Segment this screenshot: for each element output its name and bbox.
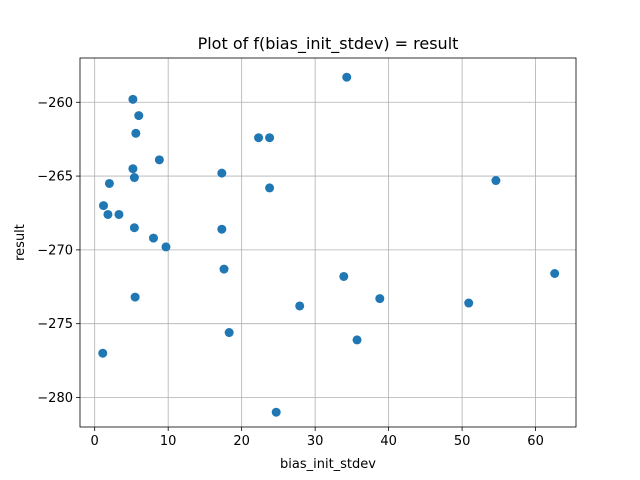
scatter-point xyxy=(342,72,352,82)
x-tick-label: 20 xyxy=(233,434,250,449)
scatter-point xyxy=(148,233,158,243)
x-tick-label: 60 xyxy=(527,434,544,449)
scatter-point xyxy=(295,301,305,311)
scatter-point xyxy=(114,209,124,219)
scatter-point xyxy=(254,133,264,143)
scatter-point xyxy=(134,111,144,121)
scatter-point xyxy=(550,268,560,278)
y-tick-label: −280 xyxy=(37,391,73,406)
scatter-point xyxy=(128,94,138,104)
scatter-point xyxy=(352,335,362,345)
scatter-point xyxy=(103,209,113,219)
x-tick-label: 30 xyxy=(307,434,324,449)
scatter-point xyxy=(224,328,234,338)
scatter-point xyxy=(491,176,501,186)
x-tick-label: 50 xyxy=(454,434,471,449)
scatter-point xyxy=(104,178,114,188)
data-points xyxy=(98,72,560,417)
scatter-point xyxy=(339,271,349,281)
scatter-point xyxy=(128,164,138,174)
scatter-point xyxy=(217,168,227,178)
x-axis-label: bias_init_stdev xyxy=(280,457,376,472)
chart-title: Plot of f(bias_init_stdev) = result xyxy=(198,34,459,54)
scatter-point xyxy=(99,201,109,211)
scatter-point xyxy=(219,264,229,274)
scatter-point xyxy=(375,294,385,304)
y-axis-label: result xyxy=(13,224,28,261)
axis-ticks: 0 10 20 30 40 50 60 −280 −275 −270 −265 −260 xyxy=(37,96,544,449)
scatter-point xyxy=(217,224,227,234)
y-tick-label: −270 xyxy=(37,243,73,258)
x-tick-label: 10 xyxy=(160,434,177,449)
plot-frame xyxy=(79,57,577,428)
y-tick-label: −265 xyxy=(37,170,73,185)
scatter-point xyxy=(130,292,140,302)
y-tick-label: −260 xyxy=(37,96,73,111)
scatter-point xyxy=(271,407,281,417)
scatter-point xyxy=(265,133,275,143)
scatter-point xyxy=(129,223,139,233)
grid-lines xyxy=(80,58,576,427)
scatter-point xyxy=(98,348,108,358)
scatter-point xyxy=(161,242,171,252)
x-tick-label: 0 xyxy=(91,434,99,449)
scatter-point xyxy=(464,298,474,308)
scatter-point xyxy=(129,173,139,183)
scatter-point xyxy=(265,183,275,193)
x-tick-label: 40 xyxy=(380,434,397,449)
scatter-point xyxy=(154,155,164,165)
scatter-point xyxy=(131,128,141,138)
y-tick-label: −275 xyxy=(37,317,73,332)
